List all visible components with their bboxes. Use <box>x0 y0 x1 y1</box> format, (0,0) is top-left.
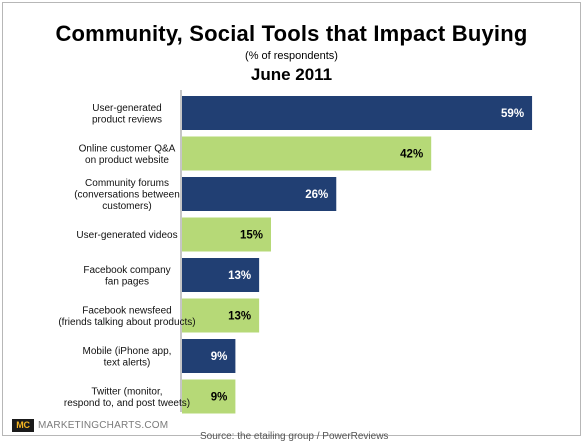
category-label-1: Online customer Q&A on product website <box>79 143 176 166</box>
data-label-5: 13% <box>228 311 251 323</box>
category-label-6: Mobile (iPhone app, text alerts) <box>83 346 172 369</box>
source-note: Source: the etailing group / PowerReview… <box>200 431 389 442</box>
chart-subtitle: (% of respondents) <box>245 50 338 62</box>
category-label-3: User-generated videos <box>76 230 177 241</box>
bar-6 <box>182 339 236 373</box>
brand-text: MARKETINGCHARTS.COM <box>38 420 169 431</box>
category-label-4: Facebook company fan pages <box>83 265 170 288</box>
chart-title: Community, Social Tools that Impact Buyi… <box>55 21 528 46</box>
data-label-6: 9% <box>211 351 228 363</box>
data-label-0: 59% <box>501 108 524 120</box>
bar-4 <box>182 258 260 292</box>
marketingcharts-logo: MC <box>12 419 34 432</box>
data-label-4: 13% <box>228 270 251 282</box>
category-label-0: User-generated product reviews <box>92 103 162 126</box>
category-label-7: Twitter (monitor, respond to, and post tw… <box>64 386 190 409</box>
bar-5 <box>182 298 260 333</box>
chart-frame: Community, Social Tools that Impact Buyi… <box>2 2 581 436</box>
bar-2 <box>182 177 337 211</box>
data-label-3: 15% <box>240 230 263 242</box>
category-label-2: Community forums (conversations between cu… <box>74 178 180 212</box>
bar-1 <box>182 136 432 171</box>
data-label-7: 9% <box>211 392 228 404</box>
data-label-2: 26% <box>305 189 328 201</box>
bar-7 <box>182 379 236 414</box>
bar-0 <box>182 96 533 130</box>
category-label-5: Facebook newsfeed (friends talking about … <box>58 305 195 328</box>
chart-date: June 2011 <box>250 65 333 84</box>
bar-3 <box>182 217 271 252</box>
data-label-1: 42% <box>400 149 423 161</box>
